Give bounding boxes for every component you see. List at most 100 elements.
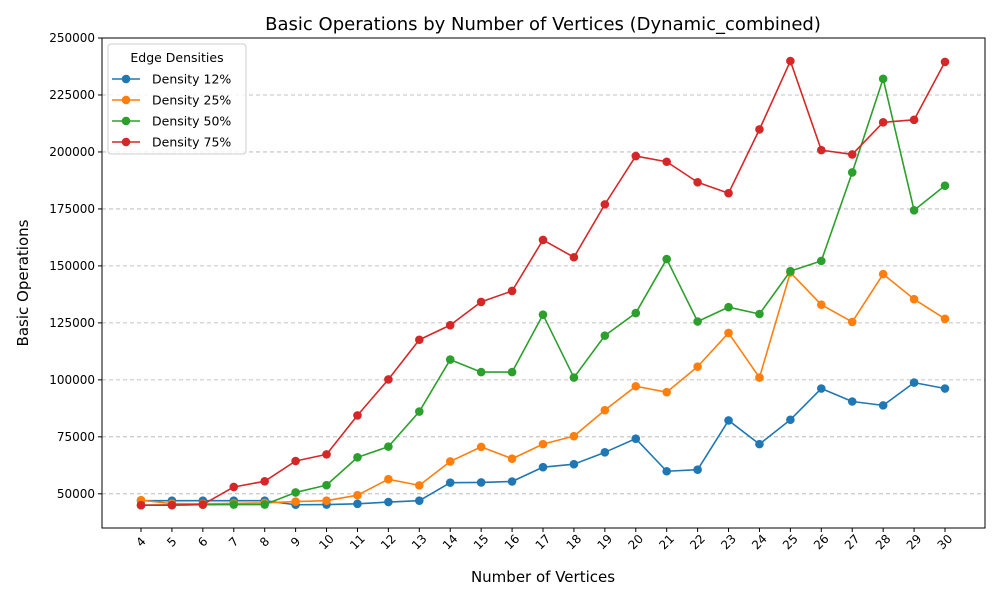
data-point [415, 481, 424, 490]
x-tick-label: 13 [409, 532, 430, 553]
data-point [817, 256, 826, 266]
data-point [909, 115, 919, 125]
data-point [817, 384, 826, 393]
data-point [476, 442, 486, 452]
data-point [847, 317, 857, 327]
legend-title: Edge Densities [130, 50, 223, 65]
x-tick-label: 12 [378, 532, 399, 553]
data-point [415, 496, 424, 505]
data-point [847, 150, 857, 159]
data-point [724, 188, 733, 198]
data-point [291, 488, 300, 497]
x-tick-label: 24 [749, 532, 770, 553]
y-axis: 50000 75000 100000 125000 150000 175000 200000… [49, 31, 102, 501]
x-tick-label: 30 [935, 532, 956, 553]
data-point [755, 439, 764, 449]
data-point [786, 266, 795, 276]
data-point [600, 200, 610, 209]
data-point [909, 294, 919, 304]
data-point [878, 401, 888, 410]
data-point [353, 411, 362, 420]
series-layer [136, 56, 950, 510]
data-point [847, 397, 857, 406]
x-axis-label: Number of Vertices [471, 568, 615, 586]
data-point [940, 384, 950, 393]
data-point [909, 378, 919, 387]
data-point [229, 482, 239, 492]
data-point [291, 456, 300, 466]
data-point [569, 459, 579, 469]
x-tick-label: 4 [133, 534, 148, 549]
chart-title: Basic Operations by Number of Vertices (… [265, 14, 821, 35]
data-point [445, 355, 455, 364]
data-point [755, 309, 764, 319]
data-point [600, 448, 610, 457]
data-point [507, 477, 517, 486]
data-point [878, 269, 888, 279]
x-tick-label: 27 [842, 532, 863, 553]
data-point [322, 480, 331, 490]
data-point [476, 297, 486, 307]
data-point [724, 416, 733, 425]
data-point [538, 439, 548, 449]
x-tick-label: 26 [811, 532, 832, 553]
data-point [229, 500, 239, 509]
x-tick-label: 29 [904, 532, 925, 553]
x-tick-label: 10 [316, 532, 337, 553]
legend-items: Density 12% Density 25% Density 50% Density… [112, 72, 231, 150]
y-tick-label: 225000 [49, 88, 95, 102]
x-tick-label: 18 [564, 532, 585, 553]
y-tick-label: 50000 [57, 487, 95, 501]
data-point [940, 314, 950, 324]
y-tick-label: 150000 [49, 259, 95, 273]
data-point [755, 125, 764, 134]
x-tick-label: 21 [656, 532, 677, 553]
y-tick-label: 100000 [49, 373, 95, 387]
data-point [136, 500, 146, 510]
data-point [538, 235, 548, 245]
y-tick-label: 200000 [49, 145, 95, 159]
data-point [538, 462, 548, 472]
data-point [909, 205, 919, 215]
data-point [662, 254, 671, 264]
data-point [384, 375, 393, 384]
series-3 [136, 74, 950, 510]
data-point [693, 177, 702, 187]
data-point [940, 181, 950, 190]
data-point [507, 454, 517, 464]
data-point [322, 450, 331, 459]
data-point [353, 453, 362, 462]
x-tick-label: 5 [164, 534, 179, 549]
y-tick-label: 175000 [49, 202, 95, 216]
data-point [786, 56, 795, 66]
data-point [724, 302, 733, 312]
data-point [662, 466, 671, 476]
y-tick-label: 250000 [49, 31, 95, 45]
data-point [445, 320, 455, 330]
data-point [817, 145, 826, 155]
data-point [631, 434, 641, 443]
data-point [260, 476, 269, 486]
legend-label: Density 75% [152, 135, 231, 150]
legend-label: Density 50% [152, 114, 231, 129]
legend-item: Density 50% [112, 114, 231, 129]
data-point [507, 367, 517, 377]
data-point [662, 387, 671, 397]
legend-marker [121, 95, 131, 105]
legend-marker [121, 137, 131, 147]
x-tick-label: 19 [594, 532, 615, 553]
data-point [538, 310, 548, 319]
data-point [291, 497, 300, 506]
data-point [631, 381, 641, 391]
legend-marker [121, 74, 131, 84]
data-point [940, 57, 950, 67]
data-point [384, 474, 393, 484]
legend-label: Density 12% [152, 72, 231, 87]
series-line [141, 60, 946, 507]
data-point [631, 151, 641, 161]
data-point [600, 331, 610, 340]
y-tick-label: 125000 [49, 316, 95, 330]
data-point [353, 499, 362, 509]
data-point [507, 286, 517, 296]
legend-item: Density 12% [112, 72, 231, 87]
